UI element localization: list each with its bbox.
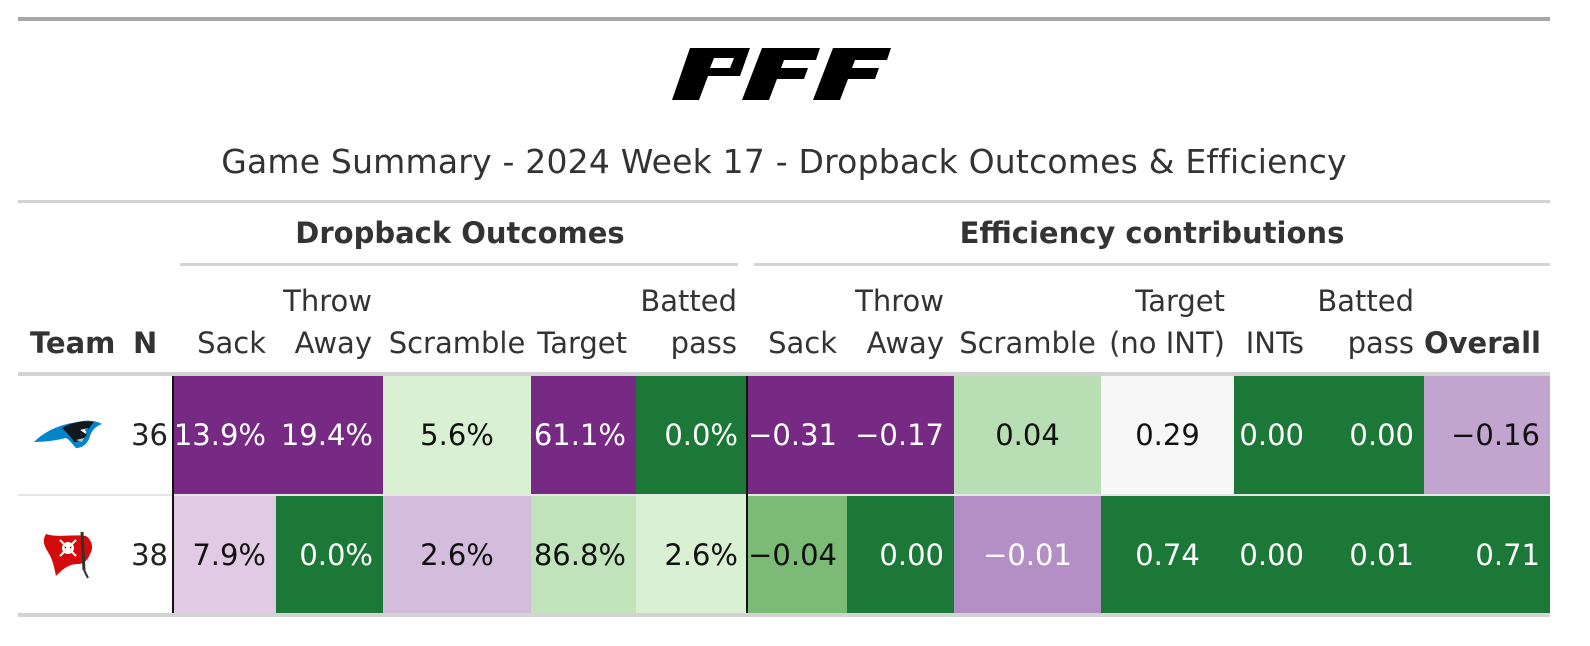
row1-target: 61.1%	[531, 376, 636, 494]
row1-eff-sack: −0.31	[748, 376, 847, 494]
row2-scramble: 2.6%	[383, 496, 531, 613]
top-rule	[18, 17, 1550, 21]
row1-eff-throw-away: −0.17	[847, 376, 954, 494]
row1-scramble: 5.6%	[383, 376, 531, 494]
pff-logo	[672, 48, 891, 100]
row2-n: 38	[131, 537, 168, 572]
row2-sack: 7.9%	[174, 496, 276, 613]
row2-eff-scramble: −0.01	[954, 496, 1101, 613]
col-scramble: Scramble	[388, 326, 526, 360]
col-batted-line2: pass	[670, 326, 737, 360]
row1-throw-away: 19.4%	[276, 376, 383, 494]
row2-throw-away: 0.0%	[276, 496, 383, 613]
row2-eff-sack: −0.04	[748, 496, 847, 613]
spanner-rule-outcomes	[180, 263, 738, 266]
row1-eff-batted: 0.00	[1314, 376, 1424, 494]
col-throw-away-line2: Away	[294, 326, 372, 360]
col-batted-line1: Batted	[640, 284, 737, 318]
header-rule	[18, 372, 1550, 376]
col-eff-throw-away-line2: Away	[866, 326, 944, 360]
row-rule	[18, 494, 1550, 496]
col-eff-batted-line1: Batted	[1317, 284, 1414, 318]
panthers-logo-icon	[34, 420, 102, 448]
buccaneers-logo-icon	[43, 531, 93, 579]
row2-eff-target: 0.74	[1101, 496, 1234, 613]
col-target: Target	[537, 326, 627, 360]
col-eff-throw-away-line1: Throw	[855, 284, 944, 318]
row1-batted: 0.0%	[636, 376, 748, 494]
row2-target: 86.8%	[531, 496, 636, 613]
col-eff-scramble: Scramble	[959, 326, 1096, 360]
row1-eff-ints: 0.00	[1234, 376, 1314, 494]
separator-left	[172, 376, 174, 613]
col-n: N	[133, 326, 158, 360]
page-title: Game Summary - 2024 Week 17 - Dropback O…	[221, 142, 1347, 181]
row2-eff-throw-away: 0.00	[847, 496, 954, 613]
row2-batted: 2.6%	[636, 496, 748, 613]
col-overall: Overall	[1424, 326, 1541, 360]
row1-overall: −0.16	[1424, 376, 1550, 494]
spanner-dropback-outcomes: Dropback Outcomes	[295, 216, 625, 250]
col-throw-away-line1: Throw	[283, 284, 372, 318]
col-eff-sack: Sack	[768, 326, 837, 360]
title-rule	[18, 200, 1550, 203]
bottom-rule	[18, 613, 1550, 617]
col-eff-batted-line2: pass	[1347, 326, 1414, 360]
col-team: Team	[30, 326, 116, 360]
row1-n: 36	[131, 418, 168, 452]
col-eff-ints: INTs	[1245, 326, 1304, 360]
row2-eff-batted: 0.01	[1314, 496, 1424, 613]
spanner-rule-efficiency	[754, 263, 1550, 266]
separator-middle	[746, 376, 748, 613]
col-eff-target-line2: (no INT)	[1109, 326, 1225, 360]
row2-overall: 0.71	[1424, 496, 1550, 613]
row1-eff-target: 0.29	[1101, 376, 1234, 494]
row1-sack: 13.9%	[174, 376, 276, 494]
spanner-efficiency: Efficiency contributions	[959, 216, 1345, 250]
row1-eff-scramble: 0.04	[954, 376, 1101, 494]
col-eff-target-line1: Target	[1135, 284, 1225, 318]
col-sack: Sack	[197, 326, 266, 360]
row2-eff-ints: 0.00	[1234, 496, 1314, 613]
